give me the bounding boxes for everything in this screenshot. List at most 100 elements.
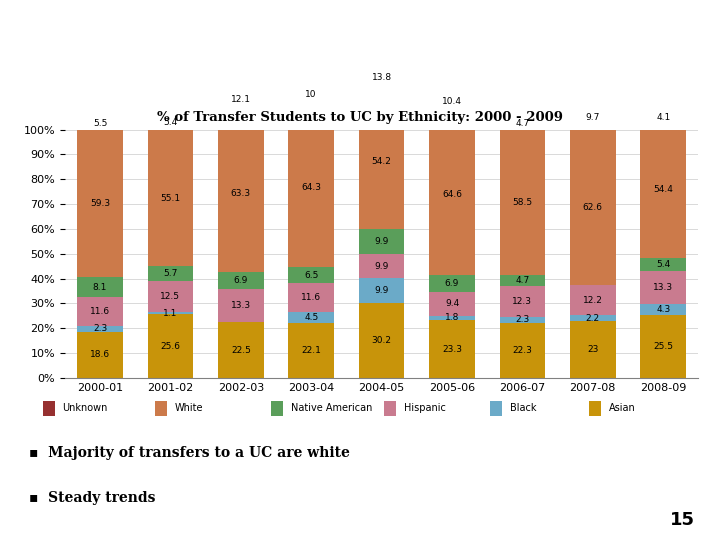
Bar: [429, 114, 475, 275]
Bar: [500, 118, 545, 130]
FancyBboxPatch shape: [271, 401, 283, 416]
Bar: [640, 315, 686, 378]
Text: 25.5: 25.5: [653, 342, 673, 351]
Text: ▪  Steady trends: ▪ Steady trends: [29, 491, 156, 505]
Text: 9.9: 9.9: [374, 261, 389, 271]
Text: 22.3: 22.3: [513, 346, 532, 355]
Text: 55.1: 55.1: [161, 193, 181, 202]
Text: 9.9: 9.9: [374, 286, 389, 295]
Bar: [570, 130, 616, 285]
Text: 25.6: 25.6: [161, 342, 181, 350]
FancyBboxPatch shape: [42, 401, 55, 416]
Text: ▪  Majority of transfers to a UC are white: ▪ Majority of transfers to a UC are whit…: [29, 446, 350, 460]
Bar: [288, 107, 334, 267]
Text: 13.3: 13.3: [230, 301, 251, 310]
Text: 1.8: 1.8: [445, 313, 459, 322]
FancyBboxPatch shape: [156, 401, 167, 416]
Text: 15: 15: [670, 511, 695, 529]
Text: 8.1: 8.1: [93, 283, 107, 292]
Text: Native American: Native American: [291, 403, 372, 413]
Bar: [77, 277, 123, 297]
Text: 5.5: 5.5: [93, 118, 107, 127]
Bar: [359, 94, 405, 229]
Bar: [77, 116, 123, 130]
Text: 13.3: 13.3: [653, 283, 673, 292]
Bar: [429, 292, 475, 316]
Bar: [570, 285, 616, 315]
Text: 4.7: 4.7: [516, 119, 529, 128]
Bar: [359, 303, 405, 378]
Bar: [429, 316, 475, 320]
Text: 12.1: 12.1: [231, 95, 251, 104]
Text: Unknown: Unknown: [63, 403, 108, 413]
Text: 9.9: 9.9: [374, 237, 389, 246]
Bar: [640, 123, 686, 258]
Bar: [77, 297, 123, 326]
Text: Hispanic: Hispanic: [404, 403, 446, 413]
Bar: [359, 254, 405, 279]
Bar: [218, 114, 264, 272]
Text: 23: 23: [587, 345, 598, 354]
Bar: [218, 272, 264, 289]
Bar: [218, 85, 264, 114]
Text: 2.3: 2.3: [516, 315, 529, 324]
Bar: [500, 317, 545, 322]
Text: Black: Black: [510, 403, 536, 413]
Bar: [500, 130, 545, 275]
Text: 30.2: 30.2: [372, 336, 392, 345]
Bar: [570, 105, 616, 130]
Text: 6.9: 6.9: [233, 276, 248, 285]
Text: 5.4: 5.4: [163, 118, 178, 127]
Bar: [429, 320, 475, 378]
Bar: [148, 314, 193, 378]
Bar: [640, 304, 686, 315]
Text: 63.3: 63.3: [230, 189, 251, 198]
Bar: [148, 312, 193, 314]
Text: % of Transfer Students to UC by Ethnicity: 2000 - 2009: % of Transfer Students to UC by Ethnicit…: [157, 111, 563, 124]
Bar: [570, 321, 616, 378]
Text: 4.1: 4.1: [656, 113, 670, 122]
Bar: [288, 283, 334, 312]
Bar: [570, 315, 616, 321]
Bar: [218, 289, 264, 322]
Bar: [640, 112, 686, 123]
Text: 58.5: 58.5: [513, 198, 533, 206]
Bar: [218, 322, 264, 378]
Bar: [148, 266, 193, 281]
Text: 22.5: 22.5: [231, 346, 251, 355]
Bar: [288, 83, 334, 107]
Text: 18.6: 18.6: [90, 350, 110, 360]
Text: 64.3: 64.3: [301, 183, 321, 192]
Text: 22.1: 22.1: [301, 346, 321, 355]
Text: White: White: [175, 403, 204, 413]
Bar: [77, 332, 123, 378]
Bar: [288, 267, 334, 283]
Text: 4.7: 4.7: [516, 276, 529, 285]
Text: 4.3: 4.3: [656, 305, 670, 314]
Bar: [288, 323, 334, 378]
Text: 2.2: 2.2: [586, 314, 600, 322]
Text: 11.6: 11.6: [90, 307, 110, 316]
Text: Asian: Asian: [609, 403, 636, 413]
Bar: [288, 312, 334, 323]
Text: 5.4: 5.4: [656, 260, 670, 269]
Text: 2.3: 2.3: [93, 325, 107, 333]
Text: 12.2: 12.2: [583, 296, 603, 305]
Text: 54.2: 54.2: [372, 157, 392, 166]
Text: 11.6: 11.6: [301, 293, 321, 302]
FancyBboxPatch shape: [490, 401, 502, 416]
Text: 5.7: 5.7: [163, 269, 178, 278]
Text: 12.3: 12.3: [513, 297, 532, 306]
Bar: [429, 275, 475, 292]
Text: 6.5: 6.5: [304, 271, 318, 280]
Text: 9.4: 9.4: [445, 300, 459, 308]
Bar: [148, 281, 193, 312]
Bar: [148, 116, 193, 130]
Bar: [640, 258, 686, 271]
FancyBboxPatch shape: [384, 401, 396, 416]
Text: 62.6: 62.6: [582, 203, 603, 212]
Text: 9.7: 9.7: [585, 113, 600, 122]
Text: 4.5: 4.5: [304, 313, 318, 322]
Text: 10: 10: [305, 90, 317, 99]
Text: 6.9: 6.9: [445, 279, 459, 288]
